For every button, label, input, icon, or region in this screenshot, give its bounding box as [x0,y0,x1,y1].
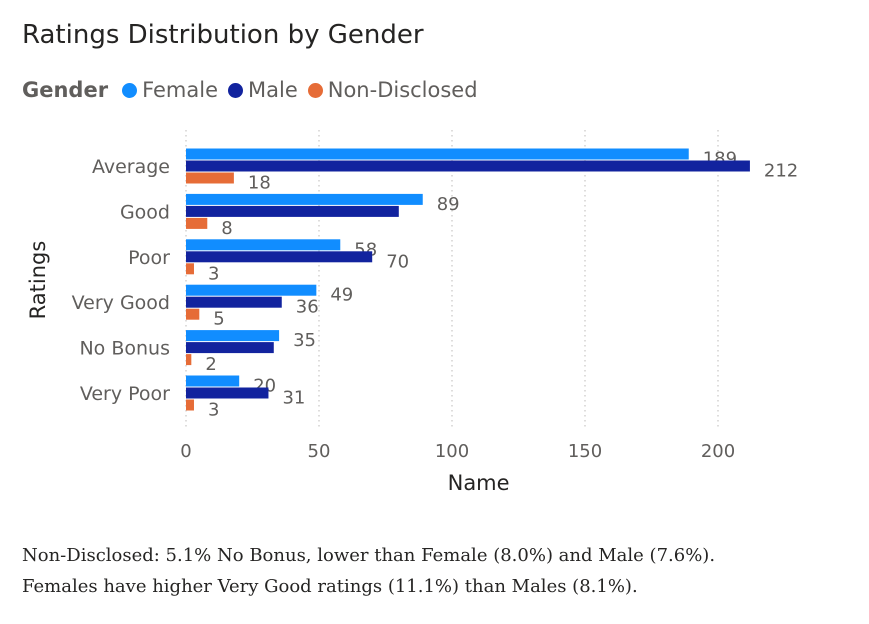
bar-non-disclosed-good [186,217,208,229]
category-label-very-poor: Very Poor [80,383,170,405]
bar-female-very-poor [186,375,240,387]
bar-non-disclosed-poor [186,263,194,275]
legend-title: Gender [22,78,109,102]
legend-label-female: Female [142,78,218,102]
category-label-good: Good [120,201,170,223]
legend-label-non-disclosed: Non-Disclosed [327,78,478,102]
data-label-female-very-good: 49 [330,285,353,306]
legend: Gender Female Male Non-Disclosed [22,78,488,102]
x-tick-label-100: 100 [435,441,469,462]
data-label-non-disclosed-no-bonus: 2 [205,354,216,375]
legend-item-female[interactable]: Female [122,78,218,102]
data-label-female-good: 89 [437,194,460,215]
y-axis-title: Ratings [26,241,50,320]
data-label-non-disclosed-poor: 3 [208,263,219,284]
x-tick-label-200: 200 [701,441,735,462]
bar-female-very-good [186,284,317,296]
bar-male-average [186,160,750,172]
x-tick-label-150: 150 [568,441,602,462]
data-label-male-very-poor: 31 [282,388,305,409]
bar-male-no-bonus [186,342,274,354]
bar-male-poor [186,251,373,263]
bar-male-good [186,205,399,217]
bar-non-disclosed-no-bonus [186,354,192,366]
legend-item-male[interactable]: Male [228,78,298,102]
bar-female-good [186,193,423,205]
x-axis-title: Name [448,471,510,495]
footnote-line-1: Non-Disclosed: 5.1% No Bonus, lower than… [22,545,716,566]
data-label-non-disclosed-very-poor: 3 [208,400,219,421]
bar-non-disclosed-very-good [186,308,200,320]
x-tick-label-50: 50 [308,441,331,462]
data-label-male-poor: 70 [386,251,409,272]
bar-female-average [186,148,689,160]
bar-non-disclosed-very-poor [186,399,194,411]
data-label-male-average: 212 [764,161,798,182]
legend-dot-female [122,82,138,98]
category-label-average: Average [92,156,170,178]
data-label-non-disclosed-average: 18 [248,173,271,194]
data-label-female-no-bonus: 35 [293,330,316,351]
category-label-poor: Poor [128,247,170,269]
data-label-non-disclosed-very-good: 5 [213,309,224,330]
data-label-non-disclosed-good: 8 [221,218,232,239]
x-tick-label-0: 0 [180,441,191,462]
chart-title: Ratings Distribution by Gender [22,20,424,50]
legend-dot-non-disclosed [307,82,323,98]
bar-non-disclosed-average [186,172,234,184]
footnote: Non-Disclosed: 5.1% No Bonus, lower than… [22,540,715,602]
bar-male-very-poor [186,387,269,399]
bar-female-poor [186,239,341,251]
legend-item-non-disclosed[interactable]: Non-Disclosed [307,78,478,102]
category-label-no-bonus: No Bonus [79,338,170,360]
legend-label-male: Male [248,78,298,102]
data-label-male-very-good: 36 [296,297,319,318]
legend-dot-male [228,82,243,98]
category-label-very-good: Very Good [72,292,170,314]
bar-male-very-good [186,296,282,308]
bar-female-no-bonus [186,330,280,342]
footnote-line-2: Females have higher Very Good ratings (1… [22,576,638,597]
